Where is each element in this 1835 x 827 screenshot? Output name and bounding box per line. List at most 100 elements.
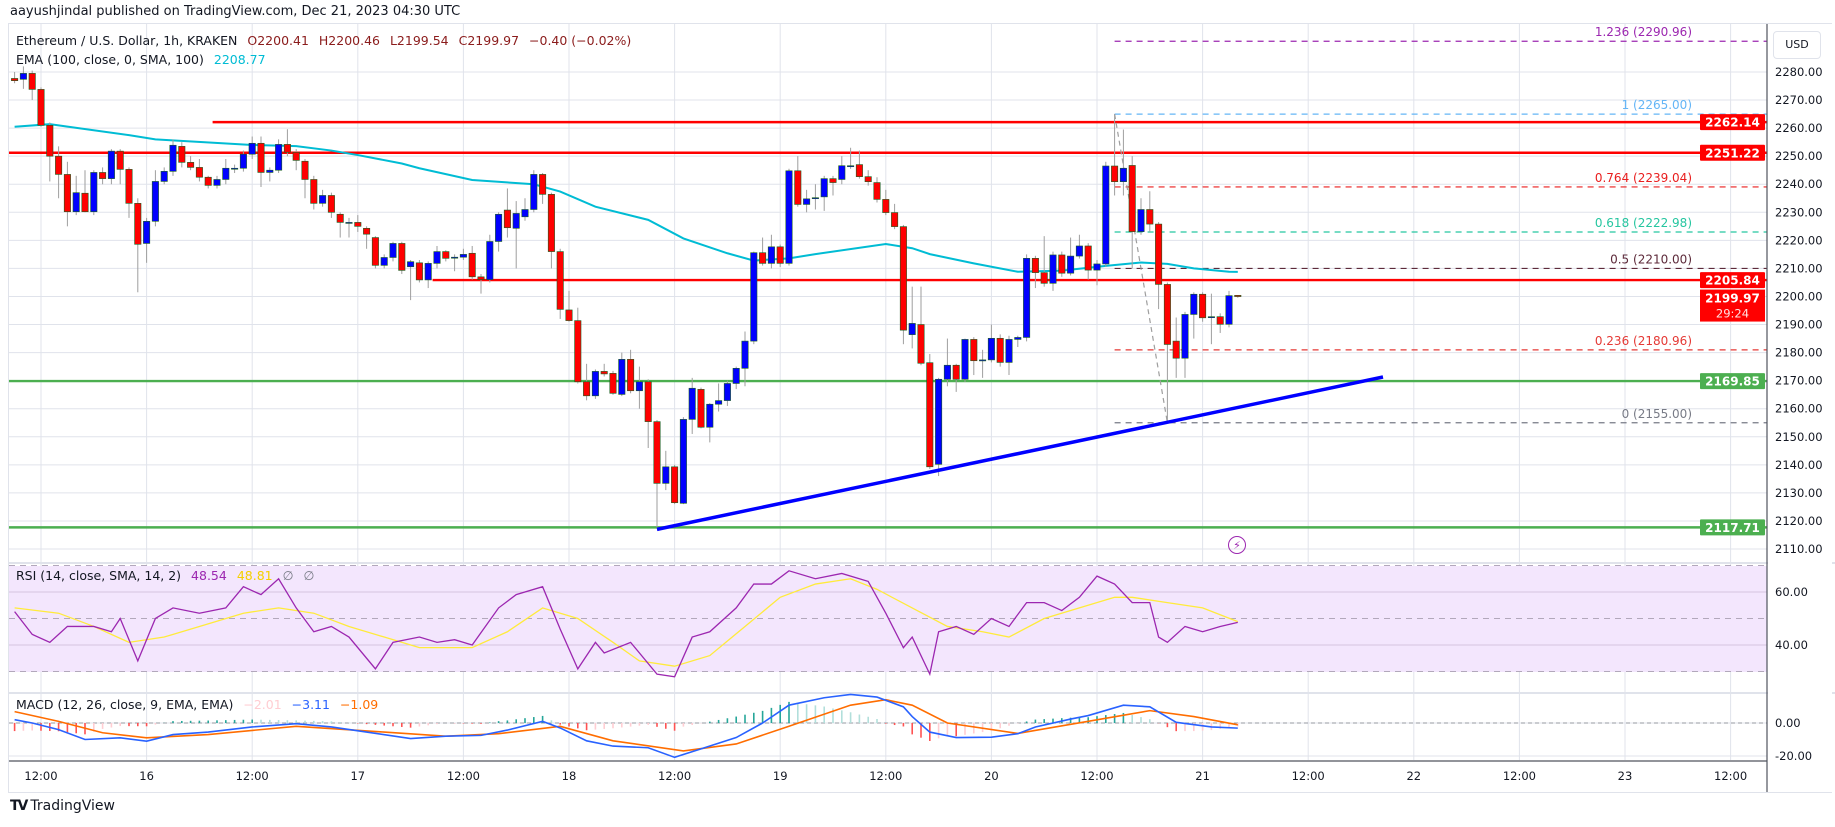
candle-body	[926, 362, 934, 468]
candle-body	[1031, 258, 1039, 273]
price-axis-bg	[1768, 24, 1832, 792]
fib-level-label: 0.764 (2239.04)	[1595, 171, 1692, 185]
candle-body	[310, 179, 318, 204]
price-tick-label: 2180.00	[1775, 346, 1823, 360]
price-tick-label: 2130.00	[1775, 486, 1823, 500]
candle-body	[46, 125, 54, 157]
candle-body	[539, 174, 547, 195]
candle-body	[1111, 165, 1119, 183]
price-tick-label: 2140.00	[1775, 458, 1823, 472]
symbol-title[interactable]: Ethereum / U.S. Dollar, 1h, KRAKEN	[16, 33, 238, 48]
candle-body	[512, 213, 520, 229]
candle-body	[451, 256, 459, 259]
macd-tick-label: 0.00	[1775, 716, 1801, 730]
candle-body	[1014, 337, 1022, 340]
candle-body	[1163, 284, 1171, 345]
candle-body	[55, 155, 63, 175]
candle-body	[1049, 254, 1057, 284]
candle-body	[319, 195, 327, 204]
macd-signal-value: −1.09	[339, 697, 379, 712]
candle-body	[855, 164, 863, 177]
candle-body	[239, 153, 247, 169]
candle-body	[1225, 295, 1233, 325]
time-tick-label: 18	[562, 769, 577, 783]
candle-body	[1005, 339, 1013, 363]
rsi-tick-label: 60.00	[1775, 585, 1808, 599]
candle-body	[301, 160, 309, 180]
candle-body	[759, 252, 767, 264]
close-value: C2199.97	[458, 33, 520, 48]
price-tick-label: 2150.00	[1775, 430, 1823, 444]
ema-label[interactable]: EMA (100, close, 0, SMA, 100)	[16, 52, 204, 67]
candle-body	[785, 170, 793, 264]
candle-body	[125, 169, 133, 204]
candle-body	[627, 359, 635, 392]
price-tick-label: 2190.00	[1775, 318, 1823, 332]
price-badge: 2117.71	[1705, 521, 1760, 535]
candle-body	[521, 209, 529, 218]
trendline[interactable]	[656, 375, 1384, 532]
candle-body	[556, 251, 564, 310]
fib-level-label: 0.618 (2222.98)	[1595, 216, 1692, 230]
candle-body	[160, 171, 168, 182]
candle-body	[1075, 245, 1083, 257]
rsi-value: 48.54	[191, 568, 227, 583]
price-badge-bg	[1700, 144, 1765, 161]
macd-hist-value: −2.01	[243, 697, 282, 712]
candle-body	[1207, 316, 1215, 318]
brand-name: TradingView	[30, 798, 115, 814]
time-tick-label: 12:00	[1080, 769, 1113, 783]
candle-body	[1128, 165, 1136, 232]
high-value: H2200.46	[318, 33, 380, 48]
candle-body	[1190, 293, 1198, 315]
candle-body	[618, 359, 626, 395]
candle-body	[380, 257, 388, 266]
macd-label[interactable]: MACD (12, 26, close, 9, EMA, EMA)	[16, 697, 234, 712]
price-tick-label: 2110.00	[1775, 542, 1823, 556]
candle-body	[996, 337, 1004, 363]
fib-level-label: 0.236 (2180.96)	[1595, 334, 1692, 348]
candle-body	[398, 243, 406, 271]
candle-body	[1137, 209, 1145, 232]
candle-body	[873, 182, 881, 200]
candle-body	[653, 421, 661, 484]
candle-body	[943, 364, 951, 380]
candle-body	[248, 142, 256, 155]
ema-100-line	[14, 123, 1238, 273]
rsi-label[interactable]: RSI (14, close, SMA, 14, 2)	[16, 568, 182, 583]
price-tick-label: 2160.00	[1775, 402, 1823, 416]
candle-body	[1146, 209, 1154, 225]
price-badge-bg	[1700, 114, 1765, 131]
candle-body	[671, 466, 679, 504]
candle-body	[1119, 167, 1127, 183]
candle-body	[503, 209, 511, 229]
candle-body	[706, 403, 714, 428]
candle-body	[1093, 263, 1101, 271]
macd-tick-label: -20.00	[1775, 749, 1812, 763]
fib-trend-line	[1114, 113, 1168, 423]
price-tick-label: 2170.00	[1775, 374, 1823, 388]
macd-legend: MACD (12, 26, close, 9, EMA, EMA) −2.01 …	[16, 697, 384, 712]
candle-body	[116, 150, 124, 170]
horizontal-levels[interactable]	[0, 120, 1767, 529]
lightning-icon[interactable]: ⚡	[1228, 536, 1246, 554]
macd-line	[14, 693, 1238, 759]
rsi-sma-value: 48.81	[236, 568, 273, 583]
candle-body	[1155, 223, 1163, 285]
candle-body	[433, 251, 441, 264]
currency-button[interactable]: USD	[1773, 31, 1821, 59]
time-tick-label: 21	[1195, 769, 1210, 783]
candle-body	[459, 254, 467, 258]
time-tick-label: 23	[1618, 769, 1633, 783]
candle-body	[970, 339, 978, 362]
tradingview-logo[interactable]: TV TradingView	[10, 798, 115, 814]
candle-body	[195, 167, 203, 178]
candle-body	[732, 368, 740, 384]
rsi-legend: RSI (14, close, SMA, 14, 2) 48.54 48.81 …	[16, 568, 320, 583]
fibonacci-retracement[interactable]: 1.236 (2290.96) 1 (2265.00) 0.764 (2239.04…	[1114, 25, 1767, 424]
fib-level-label: 0.5 (2210.00)	[1610, 252, 1692, 266]
price-tick-label: 2240.00	[1775, 177, 1823, 191]
price-tick-label: 2280.00	[1775, 65, 1823, 79]
candle-body	[222, 167, 230, 180]
